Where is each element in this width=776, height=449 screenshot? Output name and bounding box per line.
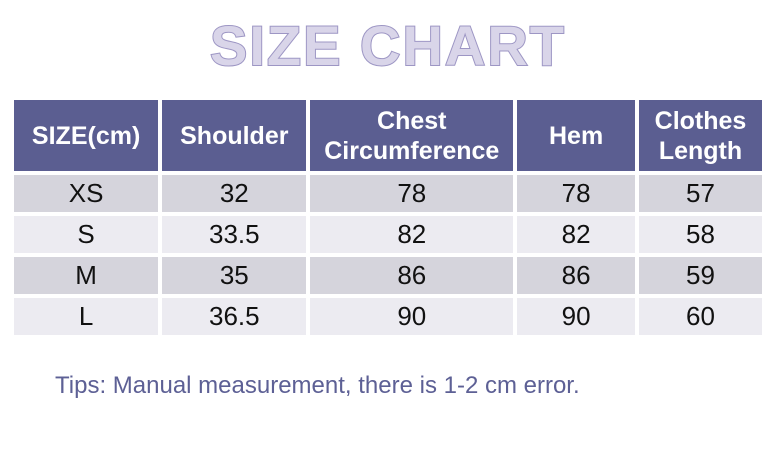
cell-hem: 78 — [517, 175, 635, 212]
cell-shoulder: 33.5 — [162, 216, 307, 253]
cell-shoulder: 36.5 — [162, 298, 307, 335]
header-clothes-length: Clothes Length — [639, 100, 762, 171]
table-header-row: SIZE(cm) Shoulder Chest Circumference He… — [14, 100, 762, 171]
header-chest-circumference: Chest Circumference — [310, 100, 514, 171]
cell-chest: 82 — [310, 216, 514, 253]
cell-length: 60 — [639, 298, 762, 335]
cell-length: 58 — [639, 216, 762, 253]
header-hem: Hem — [517, 100, 635, 171]
cell-chest: 78 — [310, 175, 514, 212]
table-row-s: S 33.5 82 82 58 — [14, 216, 762, 253]
cell-hem: 82 — [517, 216, 635, 253]
page-title: SIZE CHART — [209, 14, 566, 77]
cell-size: S — [14, 216, 159, 253]
cell-shoulder: 35 — [162, 257, 307, 294]
table-row-m: M 35 86 86 59 — [14, 257, 762, 294]
header-size: SIZE(cm) — [14, 100, 159, 171]
tip-text: Tips: Manual measurement, there is 1-2 c… — [55, 372, 580, 399]
cell-size: XS — [14, 175, 159, 212]
cell-size: M — [14, 257, 159, 294]
cell-hem: 86 — [517, 257, 635, 294]
cell-size: L — [14, 298, 159, 335]
table-row-xs: XS 32 78 78 57 — [14, 175, 762, 212]
header-shoulder: Shoulder — [162, 100, 307, 171]
cell-chest: 90 — [310, 298, 514, 335]
table-row-l: L 36.5 90 90 60 — [14, 298, 762, 335]
cell-length: 59 — [639, 257, 762, 294]
cell-chest: 86 — [310, 257, 514, 294]
cell-shoulder: 32 — [162, 175, 307, 212]
size-chart-table: SIZE(cm) Shoulder Chest Circumference He… — [10, 96, 766, 339]
cell-length: 57 — [639, 175, 762, 212]
cell-hem: 90 — [517, 298, 635, 335]
size-chart-page: { "title": "SIZE CHART", "table": { "hea… — [0, 14, 776, 449]
